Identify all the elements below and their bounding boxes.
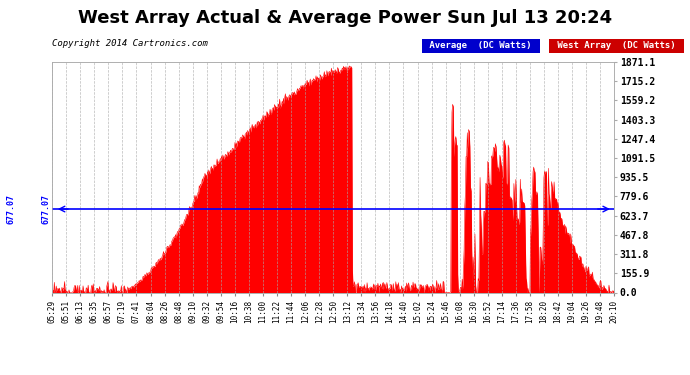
Text: Average  (DC Watts): Average (DC Watts) xyxy=(424,41,538,50)
Text: 677.07: 677.07 xyxy=(41,194,50,224)
Text: West Array  (DC Watts): West Array (DC Watts) xyxy=(552,41,681,50)
Text: West Array Actual & Average Power Sun Jul 13 20:24: West Array Actual & Average Power Sun Ju… xyxy=(78,9,612,27)
Text: Copyright 2014 Cartronics.com: Copyright 2014 Cartronics.com xyxy=(52,39,208,48)
Text: 677.07: 677.07 xyxy=(7,194,16,224)
